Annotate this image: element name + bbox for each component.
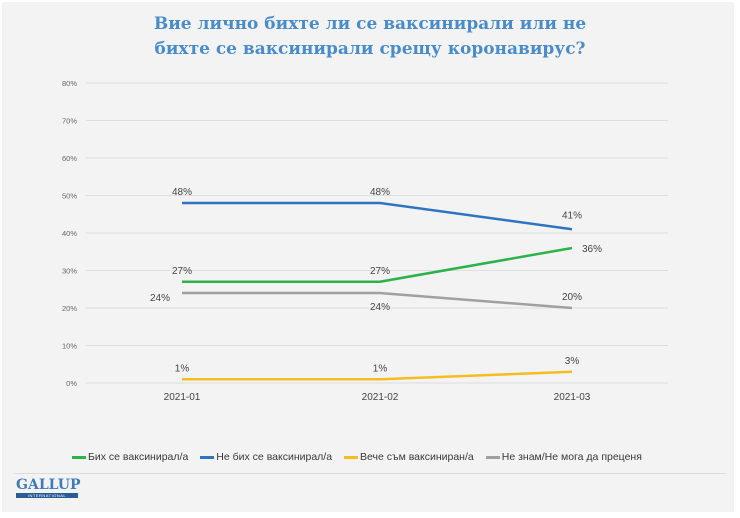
legend-label-not-vaccinate: Не бих се ваксинирал/а [216,451,333,463]
legend-swatch-already-vaccinated [344,455,359,459]
data-label: 36% [582,244,602,255]
data-label: 48% [172,187,192,198]
data-label: 1% [373,363,388,374]
y-tick-label: 30% [62,267,77,276]
logo-wordmark: GALLUP [16,477,81,493]
series-line [182,246,573,283]
y-axis-ticks: 0% 10% 20% 30% 40% 50% 60% 70% 80% [62,79,77,388]
footer-divider [14,473,726,474]
x-tick-label: 2021-02 [362,392,399,403]
data-label: 24% [370,302,390,313]
legend-item-vaccinate: Бих се ваксинирал/а [72,449,188,465]
legend: Бих се ваксинирал/а Не бих се ваксинирал… [72,449,692,465]
y-tick-label: 60% [62,154,77,163]
chart-title: Вие лично бихте ли се ваксинирали или не… [120,12,620,62]
series-line [182,201,573,231]
data-labels: 27% 27% 36% 48% 48% 41% 1% 1% 3% 24% 24% 20% [150,187,602,374]
y-tick-label: 10% [62,342,77,351]
chart-title-line-2: бихте се ваксинирали срещу коронавирус? [154,39,586,59]
legend-label-already-vaccinated: Вече съм ваксиниран/а [360,451,474,463]
data-label: 27% [370,266,390,277]
chart-panel [2,2,734,512]
data-label: 3% [565,356,580,367]
data-label: 24% [150,293,170,304]
legend-label-dont-know: Не знам/Не мога да преценя [501,451,642,463]
data-label: 1% [175,363,190,374]
legend-swatch-not-vaccinate [200,455,215,459]
y-tick-label: 80% [62,79,77,88]
x-axis-ticks: 2021-01 2021-02 2021-03 [164,392,591,403]
data-label: 41% [562,210,582,221]
y-tick-label: 50% [62,192,77,201]
chart-title-line-1: Вие лично бихте ли се ваксинирали или не [153,14,587,34]
data-label: 48% [370,187,390,198]
legend-item-dont-know: Не знам/Не мога да преценя [485,449,642,465]
series-line [182,370,573,381]
y-tick-label: 20% [62,304,77,313]
series-line [182,291,573,310]
series-lines [182,201,573,381]
legend-item-not-vaccinate: Не бих се ваксинирал/а [200,449,332,465]
legend-item-already-vaccinated: Вече съм ваксиниран/а [344,449,474,465]
legend-label-vaccinate: Бих се ваксинирал/а [88,451,189,463]
gallup-logo: GALLUP INTERNATIONAL [16,478,80,500]
logo-subtitle: INTERNATIONAL [16,493,78,498]
data-label: 20% [562,292,582,303]
x-tick-label: 2021-01 [164,392,201,403]
x-tick-label: 2021-03 [554,392,591,403]
legend-swatch-vaccinate [72,455,86,459]
y-tick-label: 0% [66,379,77,388]
data-label: 27% [172,266,192,277]
gridlines [86,82,668,384]
legend-swatch-dont-know [485,455,500,459]
y-tick-label: 70% [62,117,77,126]
y-tick-label: 40% [62,229,77,238]
